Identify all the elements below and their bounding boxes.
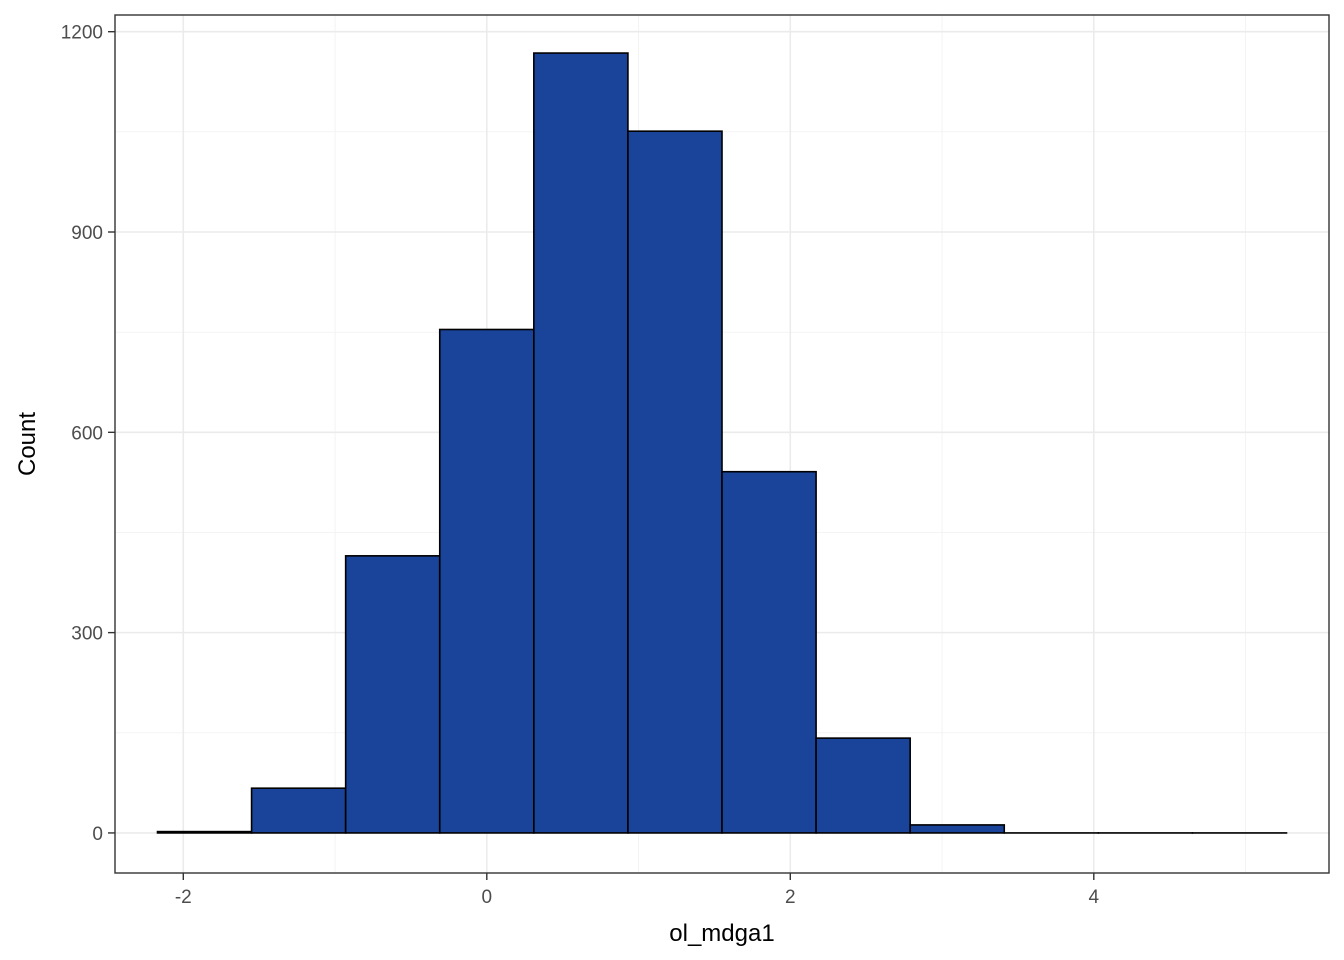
histogram-bar — [909, 824, 1006, 834]
tick-labels: -2 0 2 4 0 300 600 900 1200 — [61, 23, 1100, 908]
y-tick-label: 0 — [92, 824, 103, 845]
y-tick-label: 300 — [71, 624, 103, 645]
x-tick-label: 4 — [1088, 887, 1099, 908]
histogram-bar — [344, 555, 441, 834]
histogram-bar — [815, 737, 911, 834]
y-axis-title: Count — [14, 412, 41, 476]
y-tick-label: 900 — [71, 223, 103, 244]
panel-border — [114, 14, 1330, 874]
x-tick-label: 2 — [785, 887, 796, 908]
bars — [156, 52, 1288, 834]
x-axis-title: ol_mdga1 — [669, 920, 774, 947]
x-tick-label: 0 — [481, 887, 492, 908]
y-tick-label: 600 — [71, 423, 103, 444]
histogram-bar — [721, 470, 817, 834]
axis-ticks — [108, 30, 1095, 880]
histogram-bar — [250, 787, 347, 834]
y-tick-label: 1200 — [61, 23, 103, 44]
x-tick-label: -2 — [175, 887, 192, 908]
histogram-bar — [156, 830, 253, 834]
histogram-bar — [438, 328, 535, 834]
histogram-bar — [627, 130, 723, 834]
histogram-bar — [533, 52, 629, 834]
